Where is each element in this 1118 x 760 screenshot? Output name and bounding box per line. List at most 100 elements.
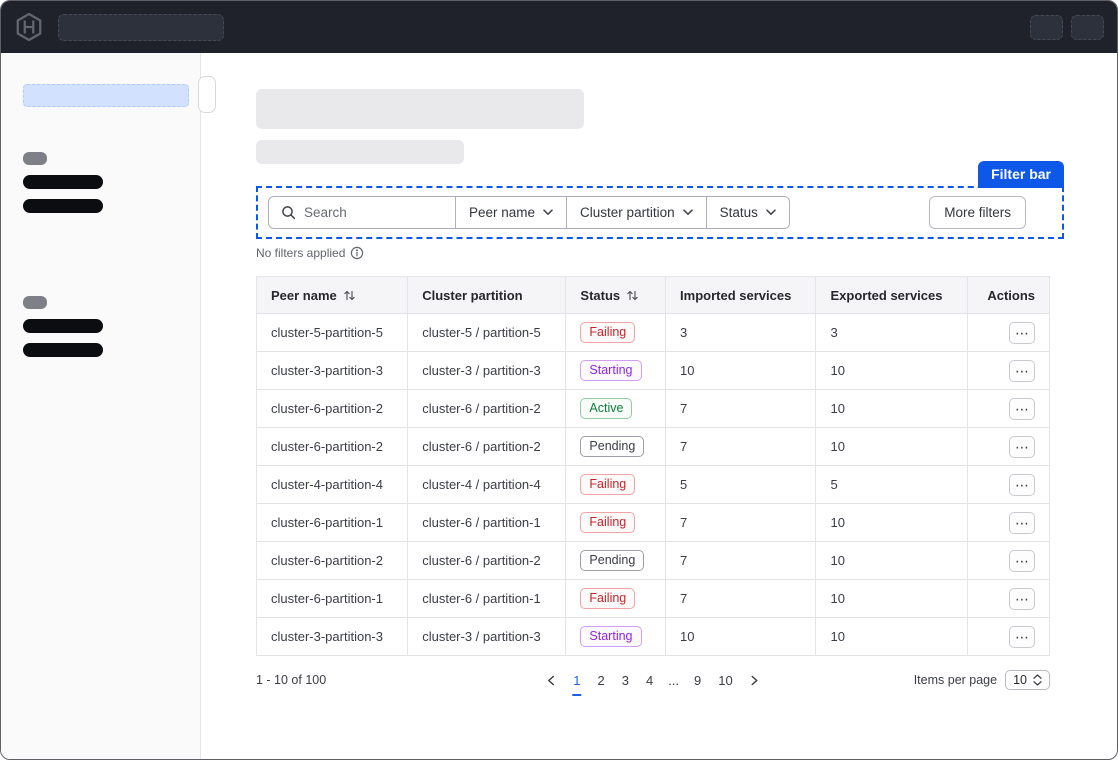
- column-label: Imported services: [680, 287, 792, 303]
- status-filter-dropdown[interactable]: Status: [705, 197, 789, 228]
- cell-cluster-partition: cluster-3 / partition-3: [407, 351, 567, 390]
- page-title-placeholder: [256, 89, 584, 129]
- sidebar-section-label-placeholder: [23, 296, 47, 309]
- cell-status: Failing: [565, 465, 667, 504]
- table-row: cluster-6-partition-2 cluster-6 / partiti…: [255, 541, 1051, 580]
- cell-cluster-partition: cluster-6 / partition-2: [407, 541, 567, 580]
- status-badge: Failing: [580, 512, 636, 533]
- peer-name-filter-dropdown[interactable]: Peer name: [455, 197, 567, 228]
- search-input[interactable]: [304, 205, 424, 220]
- sidebar-item-placeholder: [23, 199, 103, 213]
- dropdown-label: Cluster partition: [580, 205, 675, 220]
- chevron-down-icon: [682, 209, 693, 215]
- row-actions-button[interactable]: ⋯: [1009, 511, 1035, 534]
- pagination-page-3[interactable]: 3: [621, 672, 629, 688]
- nav-actions: [1030, 14, 1104, 40]
- cell-peer-name: cluster-6-partition-1: [255, 579, 409, 618]
- cell-cluster-partition: cluster-3 / partition-3: [407, 617, 567, 656]
- row-actions-button[interactable]: ⋯: [1009, 397, 1035, 420]
- column-label: Status: [580, 287, 621, 303]
- items-per-page-value: 10: [1013, 673, 1027, 687]
- more-filters-button[interactable]: More filters: [929, 196, 1026, 229]
- status-badge: Failing: [580, 588, 636, 609]
- cell-cluster-partition: cluster-6 / partition-2: [407, 427, 567, 466]
- cell-cluster-partition: cluster-5 / partition-5: [407, 313, 567, 352]
- sidebar-item-placeholder: [23, 343, 103, 357]
- pagination-range-text: 1 - 10 of 100: [256, 673, 327, 687]
- nav-search-placeholder: [58, 13, 224, 41]
- row-actions-button[interactable]: ⋯: [1009, 587, 1035, 610]
- row-actions-button[interactable]: ⋯: [1009, 435, 1035, 458]
- row-actions-button[interactable]: ⋯: [1009, 359, 1035, 382]
- sidebar-active-item-placeholder: [23, 84, 189, 107]
- table-row: cluster-6-partition-2 cluster-6 / partiti…: [255, 389, 1051, 428]
- items-per-page-control: Items per page 10: [914, 670, 1050, 690]
- chevron-right-icon: [751, 675, 758, 685]
- filters-status-text: No filters applied: [256, 246, 346, 260]
- pagination-page-4[interactable]: 4: [645, 672, 654, 688]
- items-per-page-select[interactable]: 10: [1005, 670, 1050, 690]
- pagination-page-9[interactable]: 9: [694, 672, 702, 688]
- dropdown-label: Status: [719, 205, 758, 220]
- cell-actions: ⋯: [966, 617, 1051, 656]
- info-icon[interactable]: [350, 246, 364, 260]
- cell-peer-name: cluster-6-partition-2: [255, 427, 409, 466]
- cell-imported-services: 7: [665, 427, 817, 466]
- cluster-partition-filter-dropdown[interactable]: Cluster partition: [566, 197, 706, 228]
- column-header-actions: Actions: [966, 276, 1051, 314]
- column-header-imported-services: Imported services: [665, 276, 817, 314]
- filter-bar-region: Filter bar Peer name: [256, 161, 1064, 239]
- page-subtitle-placeholder: [256, 140, 464, 164]
- cell-status: Failing: [565, 503, 667, 542]
- sidebar-collapse-handle[interactable]: [198, 76, 216, 113]
- filters-status-row: No filters applied: [256, 246, 1064, 260]
- table-row: cluster-4-partition-4 cluster-4 / partiti…: [255, 465, 1051, 504]
- row-actions-button[interactable]: ⋯: [1009, 473, 1035, 496]
- column-label: Exported services: [830, 287, 943, 303]
- pagination-page-2[interactable]: 2: [597, 672, 605, 688]
- table-row: cluster-3-partition-3 cluster-3 / partiti…: [255, 617, 1051, 656]
- cell-exported-services: 5: [815, 465, 968, 504]
- cell-exported-services: 10: [815, 617, 968, 656]
- pagination-page-1[interactable]: 1: [566, 670, 587, 696]
- column-header-exported-services: Exported services: [815, 276, 968, 314]
- cell-cluster-partition: cluster-6 / partition-2: [407, 389, 567, 428]
- nav-button-placeholder: [1071, 14, 1104, 40]
- chevron-down-icon: [543, 209, 553, 215]
- row-actions-button[interactable]: ⋯: [1009, 549, 1035, 572]
- status-badge: Starting: [580, 360, 642, 381]
- cell-status: Failing: [565, 313, 667, 352]
- cell-imported-services: 10: [665, 351, 817, 390]
- top-navbar: [1, 1, 1117, 53]
- cell-actions: ⋯: [966, 465, 1051, 504]
- sort-icon: [627, 290, 638, 300]
- sidebar-section-label-placeholder: [23, 152, 47, 165]
- column-label: Actions: [987, 287, 1035, 303]
- dropdown-label: Peer name: [469, 205, 536, 220]
- row-actions-button[interactable]: ⋯: [1009, 321, 1035, 344]
- cell-peer-name: cluster-4-partition-4: [255, 465, 409, 504]
- cell-imported-services: 3: [665, 313, 817, 352]
- pagination-ellipsis: ...: [668, 672, 680, 688]
- cell-actions: ⋯: [966, 351, 1051, 390]
- cell-imported-services: 7: [665, 541, 817, 580]
- search-field[interactable]: [269, 197, 455, 228]
- cell-exported-services: 10: [815, 427, 968, 466]
- pagination-pages: 1 2 3 4... 9 10: [566, 670, 739, 696]
- pagination: 1 - 10 of 100 1 2 3 4... 9 10 Items per page: [256, 670, 1050, 696]
- cell-exported-services: 10: [815, 351, 968, 390]
- cell-actions: ⋯: [966, 541, 1051, 580]
- filter-control-group: Peer name Cluster partition Status: [268, 196, 790, 229]
- column-header-status[interactable]: Status: [565, 276, 667, 314]
- table-row: cluster-3-partition-3 cluster-3 / partiti…: [255, 351, 1051, 390]
- pagination-prev-button[interactable]: [538, 673, 563, 688]
- cell-status: Active: [565, 389, 667, 428]
- status-badge: Active: [580, 398, 633, 419]
- table-body: cluster-5-partition-5 cluster-5 / partiti…: [255, 313, 1051, 656]
- pagination-page-10[interactable]: 10: [718, 672, 733, 688]
- pagination-next-button[interactable]: [743, 673, 768, 688]
- row-actions-button[interactable]: ⋯: [1009, 625, 1035, 648]
- column-header-peer-name[interactable]: Peer name: [255, 276, 409, 314]
- chevron-down-icon: [766, 209, 776, 215]
- table-row: cluster-6-partition-2 cluster-6 / partiti…: [255, 427, 1051, 466]
